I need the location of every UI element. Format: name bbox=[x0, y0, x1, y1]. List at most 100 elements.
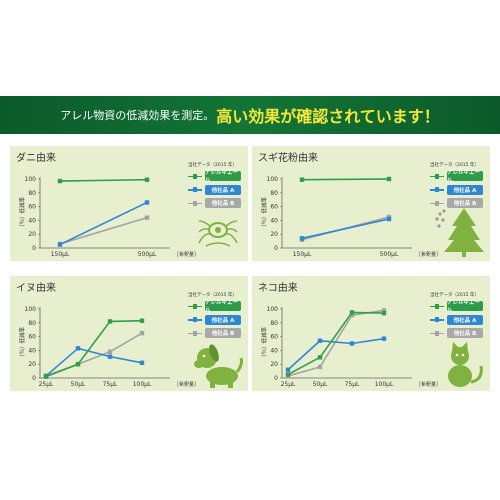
chart-title: イヌ由来 bbox=[16, 283, 56, 294]
line-chart: 0 20 40 60 80 100 25μL 50μL 75μL 100μL ［希釈量］ （％）低減率 bbox=[260, 306, 483, 388]
y-axis-label: （％）低減率 bbox=[18, 197, 26, 231]
data-point bbox=[317, 355, 323, 360]
legend-line-swatch bbox=[430, 317, 444, 322]
data-point bbox=[285, 372, 291, 377]
legend-line-swatch bbox=[430, 187, 444, 192]
legend-entry: 他社品 A bbox=[188, 184, 241, 196]
data-point bbox=[107, 354, 113, 359]
y-tick-label: 40 bbox=[28, 347, 36, 354]
line-chart: 0 20 40 60 80 100 25μL 50μL 75μL 100μL ［希釈量］ （％）低減率 bbox=[18, 306, 243, 388]
line-chart: 0 20 40 60 80 100 150μL 500μL ［希釈量］ （％）低減率 bbox=[18, 176, 238, 258]
y-tick-label: 0 bbox=[274, 245, 278, 252]
data-point bbox=[144, 200, 150, 205]
data-point bbox=[144, 177, 150, 182]
y-tick-label: 80 bbox=[28, 320, 36, 327]
chart-title: ダニ由来 bbox=[16, 153, 56, 164]
series-line bbox=[45, 319, 143, 378]
data-point bbox=[386, 176, 392, 182]
cat-icon bbox=[448, 342, 483, 387]
legend-entry: 他社品 A bbox=[430, 184, 483, 196]
series-line bbox=[287, 311, 385, 376]
legend-line-swatch bbox=[430, 330, 444, 336]
x-axis-label: ［希釈量］ bbox=[416, 381, 441, 388]
data-point bbox=[75, 362, 81, 367]
x-tick-label: 25μL bbox=[281, 381, 296, 388]
legend-entry: 他社品 A bbox=[430, 314, 483, 326]
series-line bbox=[301, 178, 390, 181]
legend-entry: 他社品 B bbox=[430, 198, 483, 209]
data-point bbox=[285, 367, 291, 372]
series-line bbox=[287, 337, 385, 371]
legend-entry: 他社品 A bbox=[188, 314, 241, 326]
cedar-tree-icon bbox=[435, 208, 484, 257]
legend-label: 他社品 B bbox=[447, 198, 483, 209]
headline-big: 高い効果が確認されています！ bbox=[216, 107, 440, 126]
headline-small: アレル物資の低減効果を測定。 bbox=[60, 109, 215, 122]
y-tick-label: 60 bbox=[270, 204, 278, 211]
chart-panel-dog: イヌ由来 当社データ（2015 年） アレルキエール 他社品 A 他社品 B 0 20 40 6… bbox=[10, 276, 248, 391]
data-point bbox=[299, 236, 305, 241]
y-tick-label: 0 bbox=[32, 245, 36, 252]
legend-label: 他社品 B bbox=[205, 328, 241, 339]
y-tick-label: 100 bbox=[267, 306, 279, 313]
y-tick-label: 20 bbox=[28, 361, 36, 368]
series-line bbox=[59, 201, 148, 246]
x-tick-label: 150μL bbox=[293, 251, 312, 258]
line-chart: 0 20 40 60 80 100 150μL 500μL ［希釈量］ （％）低減率 bbox=[260, 176, 484, 258]
x-tick-label: 500μL bbox=[138, 251, 157, 258]
data-point bbox=[381, 310, 387, 316]
data-point bbox=[139, 330, 145, 336]
dog-icon bbox=[194, 344, 243, 388]
y-tick-label: 60 bbox=[28, 204, 36, 211]
legend-entry: アレルキエール bbox=[430, 170, 483, 184]
y-axis-label: （％）低減率 bbox=[18, 327, 26, 361]
series-line bbox=[45, 332, 143, 377]
x-tick-label: 100μL bbox=[133, 381, 152, 388]
chart-source-note: 当社データ（2015 年） bbox=[430, 293, 479, 298]
data-point bbox=[381, 308, 387, 313]
chart-panel-mite: ダニ由来 当社データ（2015 年） アレルキエール 他社品 A 他社品 B 0 20 40 6… bbox=[10, 146, 248, 261]
chart-title: ネコ由来 bbox=[258, 283, 298, 294]
legend-entry: アレルキエール bbox=[188, 170, 241, 184]
legend-label: 他社品 A bbox=[447, 184, 483, 195]
y-tick-label: 100 bbox=[25, 306, 37, 313]
chart-source-note: 当社データ（2015 年） bbox=[430, 163, 479, 168]
legend-label: 他社品 B bbox=[205, 198, 241, 209]
legend-entry: 他社品 B bbox=[430, 328, 483, 339]
y-axis-label: （％）低減率 bbox=[260, 197, 268, 231]
chart-source-note: 当社データ（2015 年） bbox=[188, 163, 237, 168]
legend-label: 他社品 A bbox=[205, 184, 241, 195]
data-point bbox=[144, 215, 150, 220]
series-line bbox=[45, 347, 143, 377]
data-point bbox=[386, 216, 392, 222]
x-tick-label: 150μL bbox=[51, 251, 70, 258]
x-tick-label: 75μL bbox=[103, 381, 118, 388]
chart-legend: アレルキエール 他社品 A 他社品 B bbox=[188, 170, 241, 212]
x-axis-label: ［希釈量］ bbox=[174, 381, 199, 388]
headline-text: アレル物資の低減効果を測定。 高い効果が確認されています！ bbox=[0, 96, 500, 134]
legend-line-swatch bbox=[188, 200, 202, 206]
x-tick-label: 25μL bbox=[39, 381, 54, 388]
y-tick-label: 0 bbox=[274, 375, 278, 382]
x-tick-label: 500μL bbox=[380, 251, 399, 258]
legend-label: 他社品 A bbox=[447, 314, 483, 325]
chart-legend: アレルキエール 他社品 A 他社品 B bbox=[430, 170, 483, 212]
y-axis-label: （％）低減率 bbox=[260, 327, 268, 361]
legend-entry: 他社品 B bbox=[188, 198, 241, 209]
x-axis-label: ［希釈量］ bbox=[416, 251, 441, 258]
data-point bbox=[317, 364, 323, 370]
data-point bbox=[107, 349, 113, 354]
x-tick-label: 50μL bbox=[71, 381, 86, 388]
mite-icon bbox=[198, 220, 238, 247]
legend-label: 他社品 A bbox=[205, 314, 241, 325]
y-tick-label: 20 bbox=[270, 231, 278, 238]
chart-source-note: 当社データ（2015 年） bbox=[188, 293, 237, 298]
data-point bbox=[43, 374, 49, 379]
chart-panel-cedar: スギ花粉由来 当社データ（2015 年） アレルキエール 他社品 A 他社品 B 0 20 4… bbox=[252, 146, 490, 261]
y-tick-label: 20 bbox=[28, 231, 36, 238]
x-tick-label: 75μL bbox=[345, 381, 360, 388]
legend-entry: アレルキエール bbox=[430, 300, 483, 314]
chart-panel-cat: ネコ由来 当社データ（2015 年） アレルキエール 他社品 A 他社品 B 0 20 40 6… bbox=[252, 276, 490, 391]
legend-line-swatch bbox=[188, 173, 202, 179]
legend-label: 他社品 B bbox=[447, 328, 483, 339]
